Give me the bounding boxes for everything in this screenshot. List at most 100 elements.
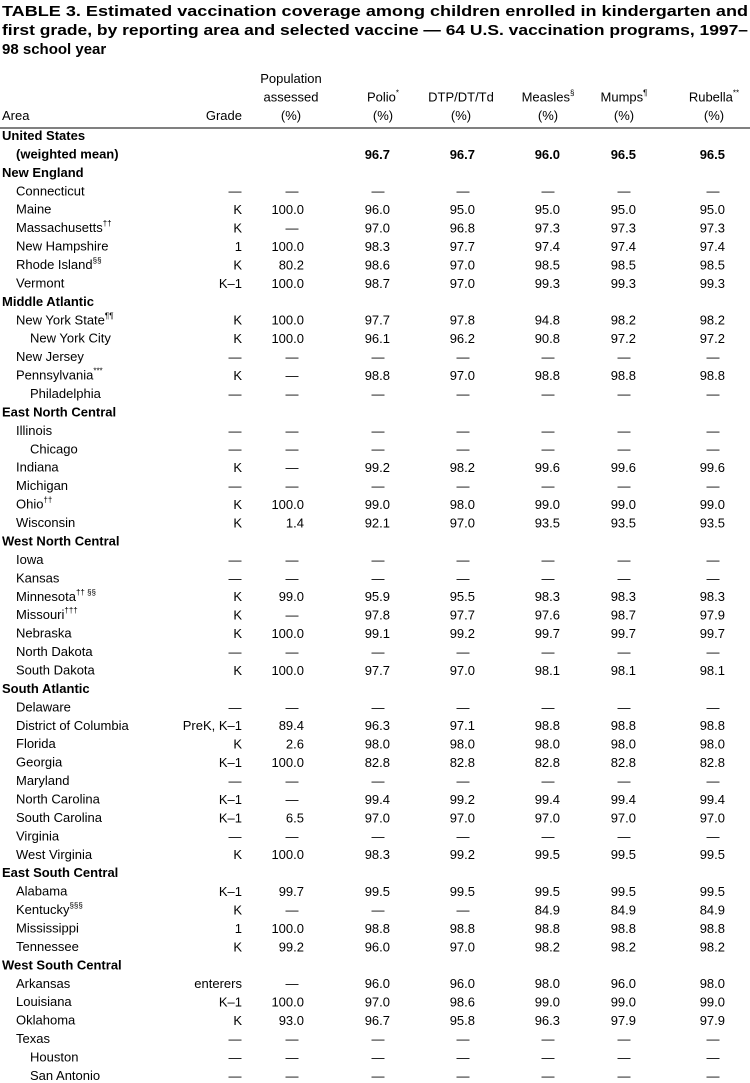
cell: 98.3 xyxy=(611,589,636,604)
column-header-text: (%) xyxy=(373,108,393,123)
cell: — xyxy=(457,423,470,438)
cell: — xyxy=(457,386,470,401)
cell: 1 xyxy=(235,239,242,254)
area-name: Louisiana xyxy=(16,995,72,1010)
cell: 97.0 xyxy=(450,368,475,383)
cell: 99.6 xyxy=(700,460,725,475)
cell: K xyxy=(233,313,242,328)
region-name: New England xyxy=(2,165,84,180)
cell: 94.8 xyxy=(535,313,560,328)
cell: 2.6 xyxy=(286,737,304,752)
column-header: Population xyxy=(260,71,321,86)
cell: 97.0 xyxy=(365,995,390,1010)
area-name: Chicago xyxy=(30,442,78,457)
area-name-text: South Carolina xyxy=(16,810,103,825)
footnote-mark: § xyxy=(570,89,574,98)
area-name-text: West Virginia xyxy=(16,847,93,862)
cell: 97.7 xyxy=(450,239,475,254)
cell: K xyxy=(233,257,242,272)
cell: — xyxy=(618,644,631,659)
cell: — xyxy=(542,423,555,438)
cell: 99.5 xyxy=(535,847,560,862)
cell: — xyxy=(457,773,470,788)
column-header: assessed xyxy=(264,90,319,105)
cell: — xyxy=(286,479,299,494)
region-name: East North Central xyxy=(2,405,116,420)
cell: — xyxy=(372,902,385,917)
cell: 97.3 xyxy=(611,221,636,236)
cell: 100.0 xyxy=(271,921,304,936)
column-header-text: Mumps xyxy=(601,90,644,105)
cell: 95.0 xyxy=(611,202,636,217)
total-label: (weighted mean) xyxy=(16,147,119,162)
cell: 100.0 xyxy=(271,847,304,862)
cell: K xyxy=(233,331,242,346)
cell: 1.4 xyxy=(286,515,304,530)
region-name-text: Middle Atlantic xyxy=(2,294,94,309)
cell: K xyxy=(233,515,242,530)
cell: K xyxy=(233,1013,242,1028)
area-name-text: Houston xyxy=(30,1050,78,1065)
cell: — xyxy=(707,423,720,438)
region-name: West North Central xyxy=(2,534,120,549)
cell: — xyxy=(286,608,299,623)
cell: 99.0 xyxy=(365,497,390,512)
cell: — xyxy=(372,700,385,715)
cell: 98.7 xyxy=(365,276,390,291)
area-name-text: District of Columbia xyxy=(16,718,129,733)
cell: — xyxy=(286,552,299,567)
column-header-text: (%) xyxy=(451,108,471,123)
cell: 98.8 xyxy=(535,921,560,936)
cell: — xyxy=(372,1032,385,1047)
cell: 99.0 xyxy=(279,589,304,604)
cell: — xyxy=(372,829,385,844)
cell: — xyxy=(457,644,470,659)
column-header-text: DTP/DT/Td xyxy=(428,90,494,105)
area-name: Wisconsin xyxy=(16,515,75,530)
cell: — xyxy=(286,386,299,401)
cell: — xyxy=(618,479,631,494)
cell: 99.3 xyxy=(611,276,636,291)
cell: — xyxy=(618,773,631,788)
cell: 97.4 xyxy=(700,239,725,254)
cell: K xyxy=(233,847,242,862)
area-name-text: North Carolina xyxy=(16,792,101,807)
cell: K–1 xyxy=(219,810,242,825)
cell: 99.2 xyxy=(450,847,475,862)
cell: — xyxy=(372,350,385,365)
cell: 6.5 xyxy=(286,810,304,825)
area-name: Minnesota†† §§ xyxy=(16,588,96,604)
area-name-text: New York State xyxy=(16,313,105,328)
cell: 100.0 xyxy=(271,755,304,770)
area-name: Texas xyxy=(16,1032,50,1047)
area-name-text: Ohio xyxy=(16,497,43,512)
area-name: District of Columbia xyxy=(16,718,129,733)
cell: 97.3 xyxy=(535,221,560,236)
cell: 100.0 xyxy=(271,663,304,678)
cell: — xyxy=(542,773,555,788)
cell: 98.0 xyxy=(450,497,475,512)
cell: 98.8 xyxy=(700,718,725,733)
area-name-text: Tennessee xyxy=(16,939,79,954)
cell: — xyxy=(618,571,631,586)
cell: — xyxy=(707,442,720,457)
cell: 98.0 xyxy=(450,737,475,752)
column-header: (%) xyxy=(538,108,558,123)
cell: — xyxy=(372,479,385,494)
column-header-text: (%) xyxy=(704,108,724,123)
footnote-mark: ¶ xyxy=(643,89,647,98)
footnote-mark: ** xyxy=(733,89,739,98)
cell: 99.0 xyxy=(611,497,636,512)
cell: 98.3 xyxy=(365,239,390,254)
cell: 98.8 xyxy=(611,368,636,383)
cell: 97.0 xyxy=(700,810,725,825)
region-name-text: West South Central xyxy=(2,958,122,973)
cell: 96.2 xyxy=(450,331,475,346)
area-name-text: Maine xyxy=(16,202,51,217)
cell: — xyxy=(286,1068,299,1083)
cell: 98.8 xyxy=(611,921,636,936)
cell: 99.5 xyxy=(450,884,475,899)
area-name: Connecticut xyxy=(16,184,85,199)
cell: 98.8 xyxy=(450,921,475,936)
cell: — xyxy=(372,552,385,567)
